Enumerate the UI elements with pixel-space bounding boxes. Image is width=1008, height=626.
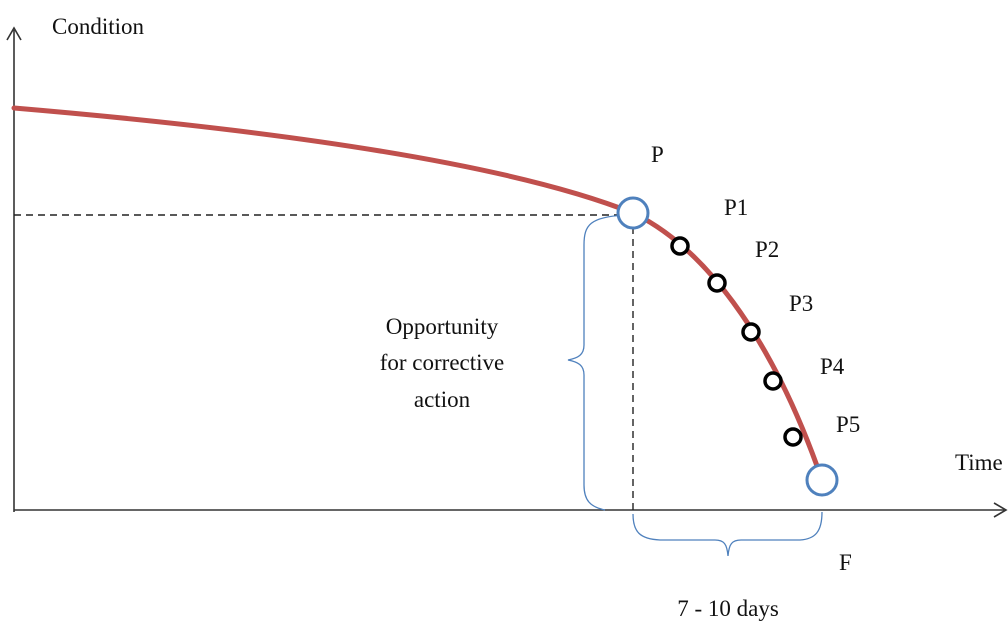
x-axis-label: Time <box>955 450 1003 475</box>
x-axis-arrow <box>993 502 1008 518</box>
label-p: P <box>651 142 664 167</box>
label-p5: P5 <box>836 412 860 437</box>
interval-brace <box>632 511 823 557</box>
label-p2: P2 <box>755 237 779 262</box>
marker-p4 <box>763 371 783 391</box>
marker-p5 <box>783 427 803 447</box>
interval-label: 7 - 10 days <box>677 596 779 621</box>
opportunity-text-line2: for corrective <box>380 350 505 375</box>
label-f: F <box>839 550 852 575</box>
opportunity-text-line3: action <box>414 387 471 412</box>
functional-failure-point <box>805 463 839 497</box>
marker-p1 <box>670 236 690 256</box>
label-p4: P4 <box>820 354 845 379</box>
y-axis-label: Condition <box>52 14 145 39</box>
label-p3: P3 <box>789 291 813 316</box>
condition-curve <box>11 105 825 483</box>
marker-p3 <box>741 322 761 342</box>
label-p1: P1 <box>724 195 748 220</box>
potential-failure-point <box>616 196 650 230</box>
y-axis-arrow <box>6 26 22 41</box>
opportunity-text-line1: Opportunity <box>386 314 499 339</box>
marker-p2 <box>707 273 727 293</box>
opportunity-brace <box>567 214 626 511</box>
